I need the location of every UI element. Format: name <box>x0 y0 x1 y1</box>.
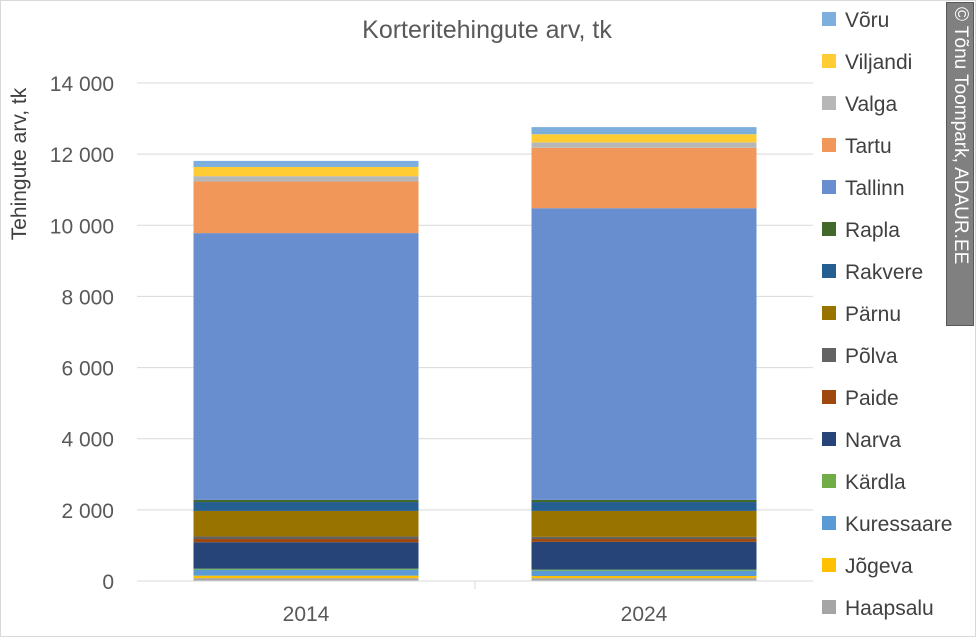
y-tick-label: 0 <box>102 571 114 594</box>
x-tick-label: 2024 <box>621 603 668 626</box>
legend-swatch-kuressaare <box>822 516 836 530</box>
y-tick-label: 10 000 <box>50 215 114 238</box>
bar-segment-narva-2014 <box>193 542 419 569</box>
legend-label-võru: Võru <box>845 9 889 32</box>
legend-label-viljandi: Viljandi <box>845 51 912 74</box>
bar-segment-kärdla-2024 <box>531 569 757 571</box>
legend-swatch-tartu <box>822 138 836 152</box>
bar-segment-jõgeva-2024 <box>531 576 757 579</box>
bar-segment-põlva-2024 <box>531 536 757 540</box>
legend-swatch-jõgeva <box>822 558 836 572</box>
legend-swatch-põlva <box>822 348 836 362</box>
legend-label-haapsalu: Haapsalu <box>845 597 934 620</box>
bar-segment-viljandi-2024 <box>531 134 757 143</box>
legend-swatch-viljandi <box>822 54 836 68</box>
bar-segment-rakvere-2014 <box>193 502 419 511</box>
legend-swatch-rapla <box>822 222 836 236</box>
bar-segment-paide-2024 <box>531 539 757 542</box>
bar-segment-haapsalu-2024 <box>531 578 757 581</box>
y-tick-label: 14 000 <box>50 73 114 96</box>
legend: Võru Viljandi Valga Tartu Tallinn Rapla Rakver… <box>822 9 952 620</box>
x-tick-label: 2014 <box>283 603 330 626</box>
legend-swatch-rakvere <box>822 264 836 278</box>
bar-segment-pärnu-2024 <box>531 510 757 537</box>
legend-label-jõgeva: Jõgeva <box>845 555 913 578</box>
legend-label-tallinn: Tallinn <box>845 177 905 200</box>
bar-segment-tallinn-2014 <box>193 233 419 500</box>
legend-label-paide: Paide <box>845 387 899 410</box>
x-axis-ticks: 2014 2024 <box>137 580 813 626</box>
bars <box>193 127 757 581</box>
bar-segment-rapla-2014 <box>193 499 419 503</box>
chart-title: Korteritehingute arv, tk <box>362 16 612 44</box>
legend-swatch-võru <box>822 12 836 26</box>
legend-swatch-tallinn <box>822 180 836 194</box>
y-tick-label: 4 000 <box>61 429 114 452</box>
y-axis-label: Tehingute arv, tk <box>8 87 31 240</box>
legend-label-põlva: Põlva <box>845 345 898 368</box>
y-tick-label: 2 000 <box>61 500 114 523</box>
copyright-badge: © Tõnu Toompark, ADAUR.EE <box>946 2 974 326</box>
legend-swatch-valga <box>822 96 836 110</box>
copyright-text: © Tõnu Toompark, ADAUR.EE <box>950 7 971 265</box>
bar-segment-kärdla-2014 <box>193 568 419 570</box>
bar-segment-rapla-2024 <box>531 499 757 503</box>
y-tick-label: 6 000 <box>61 358 114 381</box>
y-tick-label: 12 000 <box>50 144 114 167</box>
bar-segment-paide-2014 <box>193 539 419 543</box>
legend-label-rakvere: Rakvere <box>845 261 923 284</box>
legend-label-rapla: Rapla <box>845 219 900 242</box>
legend-label-kärdla: Kärdla <box>845 471 906 494</box>
bar-segment-tartu-2024 <box>531 147 757 209</box>
bar-segment-jõgeva-2014 <box>193 575 419 579</box>
legend-label-kuressaare: Kuressaare <box>845 513 952 536</box>
bar-segment-kuressaare-2024 <box>531 570 757 577</box>
bar-segment-narva-2024 <box>531 541 757 570</box>
y-axis-ticks: 0 2 000 4 000 6 000 8 000 10 000 12 000 14 000 <box>50 73 114 594</box>
bar-segment-põlva-2014 <box>193 536 419 540</box>
legend-swatch-kärdla <box>822 474 836 488</box>
legend-swatch-narva <box>822 432 836 446</box>
bar-segment-kuressaare-2014 <box>193 569 419 576</box>
bar-segment-pärnu-2014 <box>193 510 419 537</box>
bar-segment-võru-2024 <box>531 127 757 135</box>
bar-segment-tallinn-2024 <box>531 208 757 500</box>
bar-segment-tartu-2014 <box>193 181 419 234</box>
bar-segment-võru-2014 <box>193 160 419 167</box>
legend-label-valga: Valga <box>845 93 897 116</box>
bar-segment-valga-2024 <box>531 142 757 148</box>
legend-label-tartu: Tartu <box>845 135 892 158</box>
legend-label-narva: Narva <box>845 429 901 452</box>
bar-segment-valga-2014 <box>193 176 419 182</box>
y-tick-label: 8 000 <box>61 286 114 309</box>
bar-segment-haapsalu-2014 <box>193 578 419 581</box>
legend-swatch-paide <box>822 390 836 404</box>
bar-segment-rakvere-2024 <box>531 502 757 511</box>
legend-label-pärnu: Pärnu <box>845 303 901 326</box>
legend-swatch-haapsalu <box>822 600 836 614</box>
legend-swatch-pärnu <box>822 306 836 320</box>
bar-segment-viljandi-2014 <box>193 166 419 177</box>
